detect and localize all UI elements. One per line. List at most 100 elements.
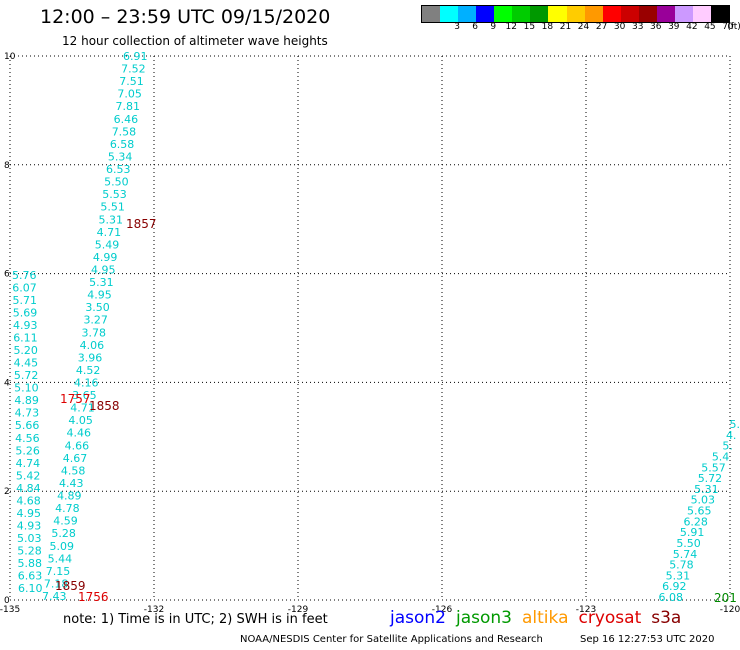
wave-height-label: 4.59	[53, 515, 77, 528]
legend-swatch	[458, 6, 477, 22]
wave-height-label: 6.28	[683, 515, 708, 528]
wave-height-label: 6.46	[114, 113, 138, 126]
legend-unit: (ft)	[727, 22, 740, 32]
wave-height-label: 4.84	[16, 482, 41, 495]
wave-height-label: 5.49	[95, 238, 120, 251]
wave-height-label: 5.66	[15, 419, 40, 432]
wave-height-label: 5.42	[16, 469, 41, 482]
wave-height-label: 5.72	[14, 369, 38, 382]
satellite-legend-item: s3a	[651, 608, 682, 628]
wave-height-labels: 6.917.527.517.057.816.467.586.585.346.53…	[12, 50, 740, 604]
wave-height-label: 7.43	[42, 590, 67, 603]
satellite-legend-item: jason3	[456, 608, 512, 628]
legend-swatch	[584, 6, 603, 22]
wave-height-label: 7.15	[46, 565, 71, 578]
wave-height-label: 4.67	[63, 452, 88, 465]
legend-swatch-label: 39	[668, 22, 680, 32]
time-label: 1757	[60, 392, 91, 406]
wave-height-label: 5.78	[669, 559, 694, 572]
wave-height-label: 6.11	[13, 332, 38, 345]
legend-swatch-label: 24	[577, 22, 590, 32]
wave-height-label: 6.58	[110, 138, 135, 151]
wave-height-label: 5.20	[13, 344, 38, 357]
legend-swatch	[530, 6, 549, 22]
credit-text: NOAA/NESDIS Center for Satellite Applica…	[240, 634, 543, 645]
wave-height-label: 7.52	[121, 63, 145, 76]
wave-height-label: 5.34	[108, 150, 133, 163]
time-label: 1756	[78, 590, 109, 604]
wave-height-label: 4.99	[93, 251, 118, 264]
wave-height-label: 5.74	[673, 548, 698, 561]
legend-swatch-label: 30	[613, 22, 626, 32]
y-tick-label: 2	[4, 487, 10, 497]
legend-swatch-label: 45	[704, 22, 716, 32]
wave-height-label: 5.28	[17, 544, 41, 557]
wave-height-label: 4.73	[15, 407, 40, 420]
legend-swatch	[711, 6, 730, 22]
y-tick-label: 4	[4, 378, 10, 388]
x-tick-label: -135	[0, 605, 20, 615]
wave-height-label: 7.58	[112, 125, 137, 138]
legend-swatch-label: 33	[631, 22, 644, 32]
x-tick-label: -126	[432, 605, 453, 615]
legend-swatch-label: 6	[472, 22, 479, 32]
legend-swatch-label: 18	[541, 22, 554, 32]
wave-height-label: 4.56	[15, 432, 40, 445]
wave-height-label: 4.06	[80, 339, 105, 352]
legend-swatch-label: 12	[505, 22, 518, 32]
wave-height-label: 4.58	[61, 464, 85, 477]
wave-height-label: 6.07	[12, 282, 36, 295]
wave-height-label: 5.31	[694, 483, 719, 496]
wave-height-label: 3.50	[85, 301, 110, 314]
wave-height-label: 5.28	[51, 527, 76, 540]
legend-swatch	[548, 6, 567, 22]
legend-swatch-label: 70	[722, 22, 734, 32]
legend-swatch	[476, 6, 495, 22]
wave-height-label: 5.57	[701, 461, 726, 474]
wave-height-label: 4.46	[66, 427, 91, 440]
wave-height-label: 4.95	[17, 507, 41, 520]
wave-height-label: 4.89	[57, 490, 81, 503]
generated-timestamp: Sep 16 12:27:53 UTC 2020	[580, 634, 715, 645]
wave-height-label: 4.	[726, 429, 737, 442]
legend-swatch-label: 21	[559, 22, 572, 32]
wave-height-label: 5.03	[17, 532, 42, 545]
wave-height-label: 5.03	[691, 494, 716, 507]
wave-height-label: 7.05	[117, 88, 142, 101]
wave-height-label: 5.10	[14, 382, 39, 395]
color-legend	[421, 5, 730, 23]
wave-height-label: 6.63	[18, 569, 43, 582]
legend-swatch	[692, 6, 711, 22]
x-tick-label: -120	[720, 605, 740, 615]
wave-height-label: 4.95	[87, 289, 112, 302]
wave-height-label: 5.53	[102, 188, 127, 201]
wave-height-label: 5.50	[676, 537, 701, 550]
wave-height-label: 6.91	[123, 50, 148, 63]
wave-height-label: 4.93	[17, 519, 42, 532]
satellite-legend-item: jason2	[390, 608, 446, 628]
page-title: 12:00 – 23:59 UTC 09/15/2020	[40, 6, 331, 28]
legend-swatch-label: 42	[686, 22, 698, 32]
time-label: 201	[714, 591, 737, 605]
wave-height-label: 4.74	[16, 457, 40, 470]
wave-height-label: 4.89	[14, 394, 39, 407]
wave-height-label: 4.78	[55, 502, 80, 515]
wave-height-label: 4.52	[76, 364, 101, 377]
legend-swatch-label: 9	[490, 22, 497, 32]
wave-height-label: 5.31	[99, 213, 124, 226]
wave-height-label: 4.95	[91, 263, 116, 276]
y-tick-label: 8	[4, 161, 10, 171]
wave-height-label: 5.88	[18, 557, 43, 570]
wave-height-label: 7.51	[119, 75, 144, 88]
wave-height-label: 5.69	[13, 307, 38, 320]
wave-height-label: 6.10	[18, 582, 43, 595]
wave-height-label: 4.68	[16, 494, 41, 507]
legend-swatch	[440, 6, 459, 22]
wave-height-label: 5.44	[48, 552, 73, 565]
satellite-legend-item: altika	[522, 608, 569, 628]
y-tick-label: 6	[4, 270, 10, 280]
wave-height-label: 6.92	[662, 580, 687, 593]
wave-height-label: 3.65	[72, 389, 97, 402]
y-tick-label: 0	[4, 596, 10, 606]
